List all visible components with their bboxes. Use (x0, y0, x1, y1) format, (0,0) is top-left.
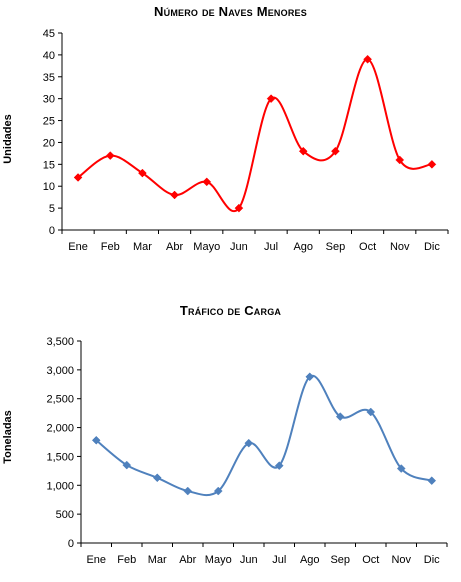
x-tick-label: Oct (359, 241, 376, 253)
data-point (335, 412, 345, 421)
y-tick-label: 40 (43, 50, 55, 62)
x-tick-label: Oct (362, 554, 379, 566)
chart-title: Número de Naves Menores (154, 4, 307, 19)
data-point (363, 54, 372, 64)
data-point (427, 159, 437, 169)
data-point (298, 146, 308, 156)
x-tick-label: Ago (300, 554, 320, 566)
series-line (77, 58, 433, 212)
x-tick-label: Mayo (193, 241, 220, 253)
data-point (183, 486, 193, 496)
data-point (396, 464, 406, 473)
x-tick-label: Mar (133, 241, 152, 253)
x-tick-label: Feb (117, 554, 136, 566)
data-point (73, 173, 83, 182)
x-tick-label: Nov (391, 554, 411, 566)
y-tick-label: 10 (43, 181, 55, 193)
data-point (105, 151, 115, 160)
x-tick-label: Sep (326, 241, 346, 253)
data-point (138, 168, 147, 178)
x-tick-label: Jul (264, 241, 278, 253)
y-tick-label: 2,500 (46, 394, 74, 406)
y-tick-label: 500 (56, 509, 74, 521)
x-tick-label: Jun (240, 554, 258, 566)
data-point (122, 460, 132, 470)
y-tick-label: 30 (43, 94, 55, 106)
data-point (213, 486, 223, 496)
x-tick-label: Jun (230, 241, 248, 253)
chart-plot-area: 0 5 10 15 20 25 30 35 40 45 Ene Feb Mar Abr Mayo Jun Jul… (43, 28, 449, 253)
y-tick-label: 1,500 (46, 451, 74, 463)
y-tick-label: 25 (43, 116, 55, 128)
data-point (305, 372, 315, 382)
y-tick-label: 1,000 (46, 480, 74, 492)
x-tick-label: Sep (330, 554, 350, 566)
chart-plot-area: 0 500 1,000 1,500 2,000 2,500 3,000 3,500 Ene Feb… (46, 336, 448, 566)
y-tick-label: 3,000 (46, 365, 74, 377)
data-point (202, 177, 212, 187)
data-point (244, 438, 254, 448)
y-tick-label: 0 (49, 225, 55, 237)
data-point (170, 190, 179, 200)
data-point (234, 203, 244, 213)
data-point (274, 461, 284, 471)
data-point (266, 94, 276, 104)
x-tick-label: Dic (424, 241, 440, 253)
data-point (331, 146, 340, 156)
series-line (95, 374, 433, 497)
y-tick-label: 20 (43, 137, 55, 149)
x-tick-label: Nov (390, 241, 410, 253)
x-tick-label: Mayo (205, 554, 232, 566)
x-tick-label: Ene (68, 241, 88, 253)
x-tick-label: Ene (86, 554, 106, 566)
y-tick-label: 2,000 (46, 423, 74, 435)
y-tick-label: 45 (43, 28, 55, 40)
x-tick-label: Jul (272, 554, 286, 566)
data-point (366, 407, 376, 417)
x-tick-label: Ago (293, 241, 313, 253)
data-point (427, 476, 437, 486)
y-tick-label: 3,500 (46, 336, 74, 348)
y-tick-label: 35 (43, 72, 55, 84)
chart-naves-menores: Número de Naves Menores Unidades 0 5 10 15 2… (0, 0, 461, 280)
x-tick-label: Abr (179, 554, 196, 566)
y-tick-label: 0 (68, 538, 74, 550)
x-tick-label: Mar (148, 554, 167, 566)
x-tick-label: Abr (166, 241, 183, 253)
y-tick-label: 15 (43, 159, 55, 171)
chart-title: Tráfico de Carga (179, 303, 282, 318)
data-point (91, 435, 101, 445)
chart-trafico-carga: Tráfico de Carga Toneladas 0 500 1,000 1,50… (0, 290, 461, 582)
x-tick-label: Dic (424, 554, 440, 566)
data-point (152, 473, 162, 483)
data-point (395, 155, 405, 165)
y-tick-label: 5 (49, 203, 55, 215)
x-tick-label: Feb (101, 241, 120, 253)
